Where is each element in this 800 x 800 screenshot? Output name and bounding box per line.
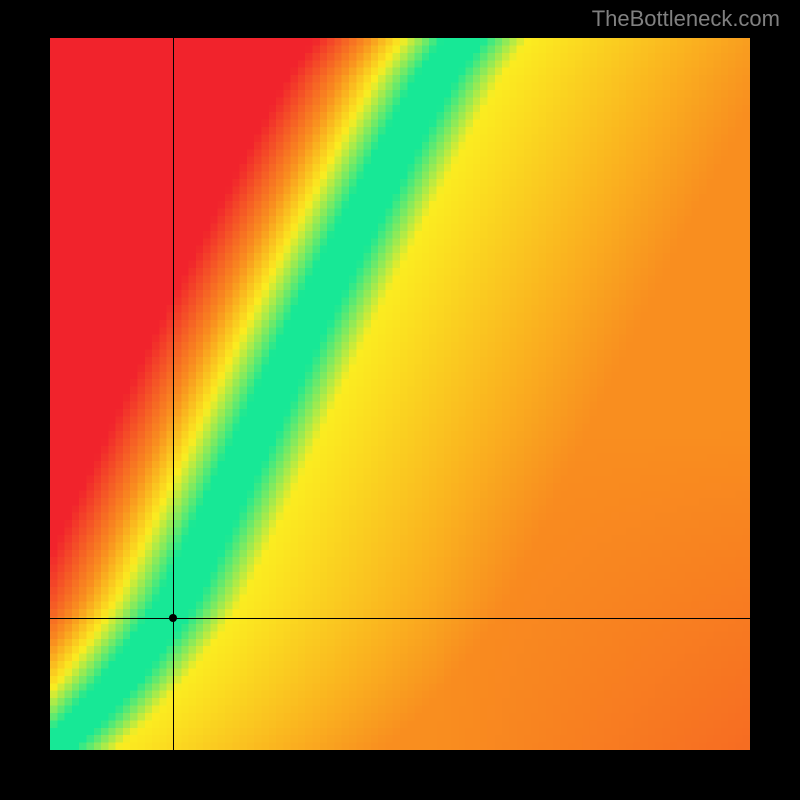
crosshair-vertical: [173, 38, 174, 750]
heatmap-plot: [50, 38, 750, 750]
selected-point-dot: [169, 614, 177, 622]
watermark-text: TheBottleneck.com: [592, 6, 780, 32]
heatmap-canvas: [50, 38, 750, 750]
crosshair-horizontal: [50, 618, 750, 619]
